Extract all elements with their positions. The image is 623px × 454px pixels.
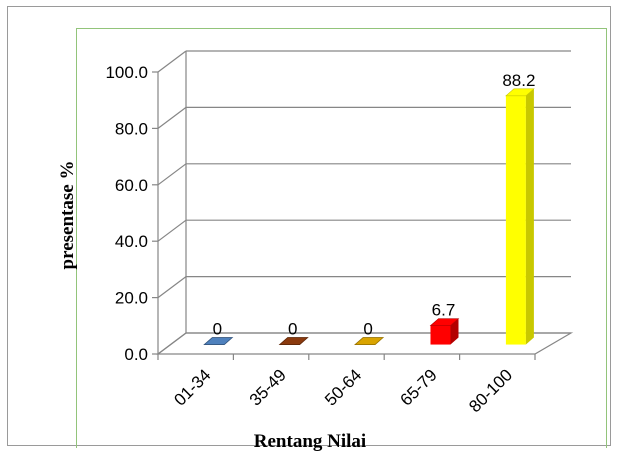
gridline-diagonal (157, 50, 187, 73)
bar-80-100 (505, 95, 526, 345)
y-tick-label: 20.0 (115, 289, 148, 308)
data-label: 0 (363, 320, 372, 339)
y-tick-label: 0.0 (124, 345, 148, 364)
y-tick-label: 100.0 (105, 63, 148, 82)
x-tick-label: 80-100 (465, 365, 516, 416)
x-axis-ticks: 01-34 35-49 50-64 65-79 80-100 (170, 365, 516, 416)
data-label: 0 (288, 320, 297, 339)
x-tick-label: 35-49 (246, 365, 290, 409)
bar-top (429, 318, 460, 326)
plot-area-border (76, 28, 607, 448)
bar-side (450, 318, 459, 345)
data-labels: 0 0 0 6.7 88.2 (213, 71, 536, 339)
x-tick-label: 50-64 (321, 365, 365, 409)
y-tick-label: 60.0 (115, 176, 148, 195)
x-tick-label: 01-34 (170, 365, 214, 409)
gridline-diagonal (157, 106, 187, 129)
bar-35-49 (278, 337, 309, 345)
gridline-diagonal (157, 276, 187, 299)
y-axis-title: presentase % (57, 161, 78, 270)
bar-65-79 (430, 325, 451, 345)
gridline-diagonal (157, 163, 187, 186)
bar-50-64 (354, 337, 385, 345)
bar-top (505, 88, 535, 97)
floor (156, 332, 574, 355)
data-label: 6.7 (432, 301, 456, 320)
y-axis-ticks: 0.0 20.0 40.0 60.0 80.0 100.0 (105, 63, 148, 364)
bar-01-34 (203, 337, 234, 345)
bar-side (525, 88, 534, 345)
gridline-diagonal (157, 219, 187, 242)
x-tick-label: 65-79 (397, 365, 441, 409)
data-label: 0 (213, 320, 222, 339)
data-label: 88.2 (502, 71, 535, 90)
x-axis-title: Rentang Nilai (254, 431, 366, 452)
y-tick-label: 40.0 (115, 232, 148, 251)
bars (203, 88, 535, 345)
y-tick-label: 80.0 (115, 119, 148, 138)
